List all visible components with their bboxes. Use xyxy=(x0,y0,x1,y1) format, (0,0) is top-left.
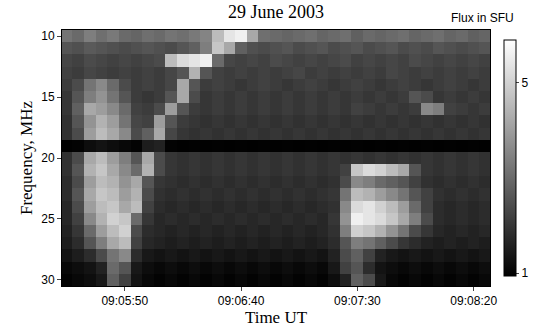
svg-text:20: 20 xyxy=(41,151,55,165)
svg-text:10: 10 xyxy=(41,29,55,43)
svg-text:1: 1 xyxy=(521,266,528,280)
svg-text:5: 5 xyxy=(521,76,528,90)
svg-text:15: 15 xyxy=(41,90,55,104)
svg-text:29 June 2003: 29 June 2003 xyxy=(228,2,324,22)
svg-text:Frequency, MHz: Frequency, MHz xyxy=(17,101,36,216)
svg-text:30: 30 xyxy=(41,273,55,287)
svg-text:09:08:20: 09:08:20 xyxy=(450,294,497,308)
svg-text:Time UT: Time UT xyxy=(245,308,308,327)
svg-text:09:06:40: 09:06:40 xyxy=(218,294,265,308)
svg-text:25: 25 xyxy=(41,212,55,226)
svg-text:09:07:30: 09:07:30 xyxy=(334,294,381,308)
svg-text:Flux in SFU: Flux in SFU xyxy=(451,11,514,25)
svg-text:09:05:50: 09:05:50 xyxy=(101,294,148,308)
